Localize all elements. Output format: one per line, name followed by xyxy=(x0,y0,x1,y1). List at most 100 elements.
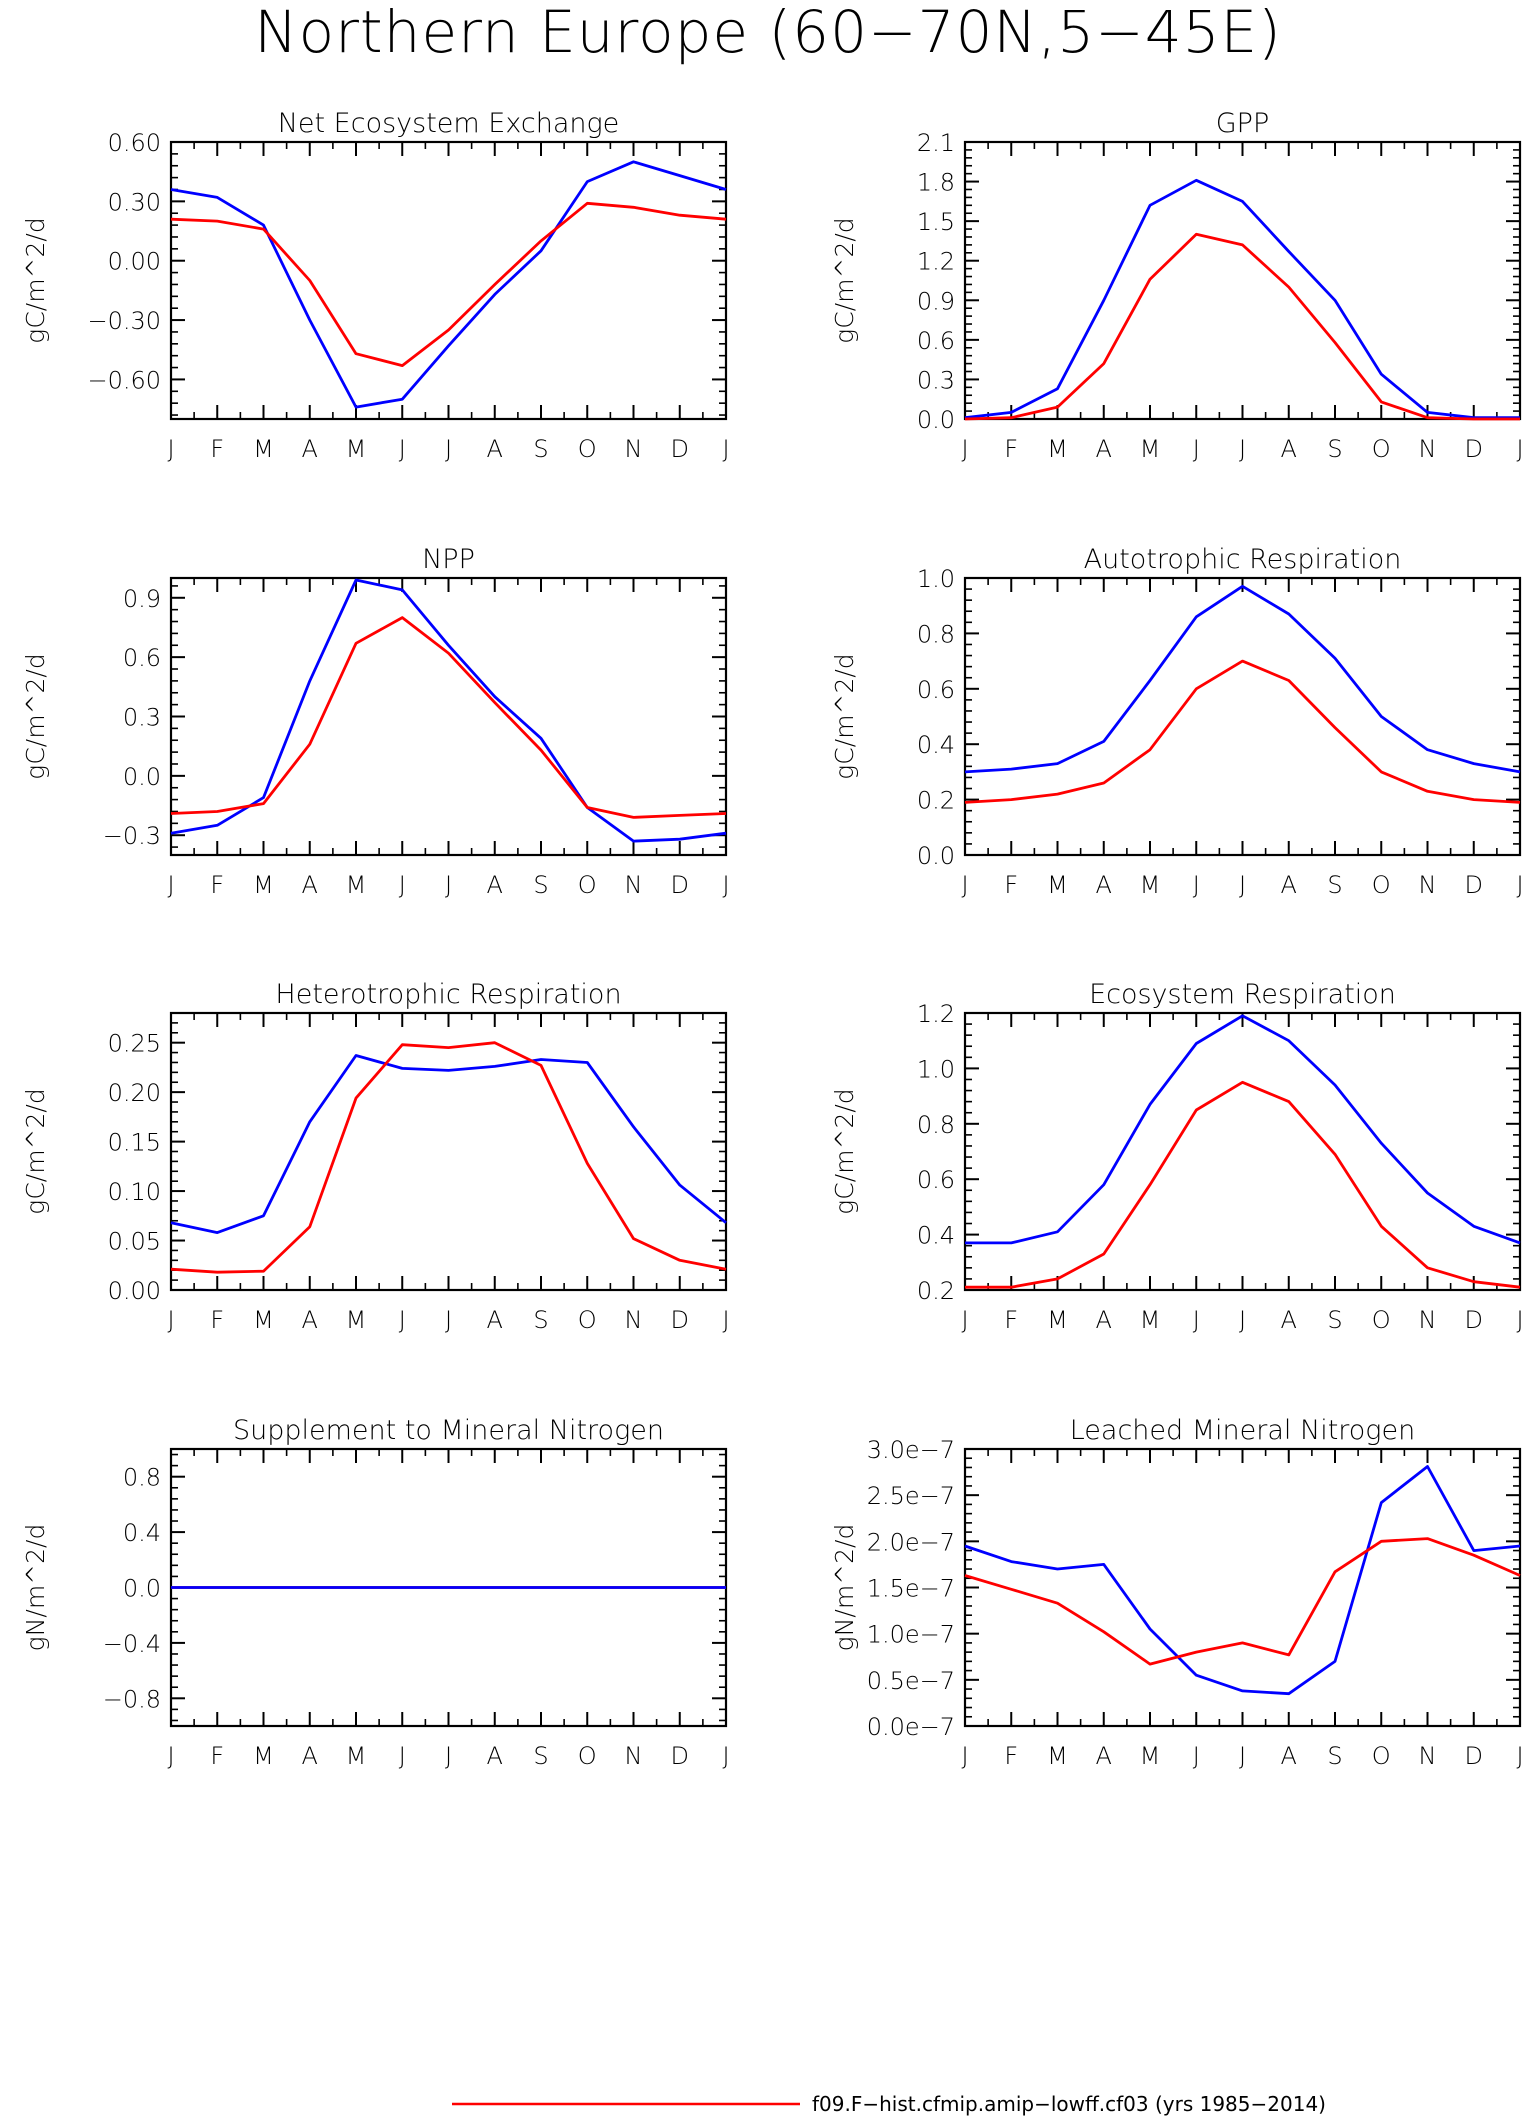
x-tick-label: M xyxy=(1047,1306,1068,1334)
x-tick-label: O xyxy=(1372,1742,1391,1770)
x-tick-label: O xyxy=(578,871,597,899)
series-line-reference xyxy=(964,178,1520,420)
legend-label-model: f09.F−hist.cfmip.amip−lowff.cf03 (yrs 19… xyxy=(812,2092,1326,2116)
plot-frame xyxy=(963,140,1522,421)
y-tick-label: 0.0e−7 xyxy=(867,1713,955,1741)
x-tick-label: A xyxy=(302,435,318,463)
x-tick-label: J xyxy=(167,1306,174,1334)
x-tick-label: N xyxy=(625,1306,643,1334)
panel-title: Autotrophic Respiration xyxy=(1084,544,1402,575)
y-tick-label: 0.30 xyxy=(108,188,161,216)
y-tick-label: 0.10 xyxy=(108,1178,161,1206)
y-axis-label: gC/m^2/d xyxy=(21,1088,50,1214)
series-line-model xyxy=(170,201,727,368)
x-tick-label: A xyxy=(1096,1306,1112,1334)
y-tick-label: 2.1 xyxy=(917,129,955,157)
x-tick-label: F xyxy=(1004,435,1018,463)
x-tick-label: J xyxy=(167,871,174,899)
y-tick-label: 1.0 xyxy=(917,565,955,593)
x-tick-label: M xyxy=(346,871,367,899)
x-tick-label: O xyxy=(578,1306,597,1334)
panel-title: NPP xyxy=(422,544,475,575)
x-tick-label: M xyxy=(1047,871,1068,899)
panel-7: Supplement to Mineral Nitrogen gN/m^2/d J F… xyxy=(21,1415,730,1770)
x-tick-label: J xyxy=(722,435,729,463)
panel-title: Net Ecosystem Exchange xyxy=(278,108,620,139)
x-tick-label: J xyxy=(1193,1742,1200,1770)
y-axis-label: gC/m^2/d xyxy=(21,653,50,779)
x-tick-label: D xyxy=(1465,435,1483,463)
y-tick-label: 0.4 xyxy=(917,1222,955,1250)
x-tick-label: J xyxy=(961,435,968,463)
x-tick-label: M xyxy=(1047,435,1068,463)
x-tick-label: N xyxy=(1419,871,1437,899)
y-tick-label: 0.3 xyxy=(123,704,161,732)
x-tick-label: F xyxy=(210,1742,224,1770)
x-tick-label: A xyxy=(1096,1742,1112,1770)
series-line-model xyxy=(170,1041,727,1274)
x-tick-label: J xyxy=(1193,435,1200,463)
x-tick-label: S xyxy=(533,871,548,899)
y-tick-label: 0.8 xyxy=(917,1111,955,1139)
x-tick-label: O xyxy=(578,435,597,463)
series-line-model xyxy=(965,1080,1521,1289)
y-axis-label: gC/m^2/d xyxy=(830,217,859,343)
x-tick-label: M xyxy=(346,435,367,463)
x-tick-label: F xyxy=(1004,1742,1018,1770)
plot-frame xyxy=(963,576,1522,857)
x-tick-label: M xyxy=(1140,1306,1161,1334)
y-axis-label: gN/m^2/d xyxy=(830,1524,859,1652)
y-tick-label: −0.60 xyxy=(87,366,161,394)
y-tick-label: 0.4 xyxy=(123,1519,161,1547)
x-tick-label: S xyxy=(533,1306,548,1334)
x-tick-label: M xyxy=(253,871,274,899)
y-tick-label: 0.0 xyxy=(917,842,955,870)
plot-frame xyxy=(169,1011,728,1292)
plot-frame xyxy=(169,576,728,857)
x-tick-label: J xyxy=(1516,871,1523,899)
main-title: Northern Europe (60−70N,5−45E) xyxy=(254,0,1282,66)
x-tick-label: J xyxy=(445,435,452,463)
y-tick-label: 0.2 xyxy=(917,1277,955,1305)
y-tick-label: 1.0 xyxy=(917,1055,955,1083)
x-tick-label: A xyxy=(487,435,503,463)
x-tick-label: D xyxy=(671,1306,689,1334)
series-line-reference xyxy=(965,1014,1521,1245)
y-tick-label: 0.8 xyxy=(123,1464,161,1492)
x-tick-label: J xyxy=(399,1306,406,1334)
series-line-reference xyxy=(170,160,727,409)
x-tick-label: N xyxy=(625,435,643,463)
y-tick-label: 0.15 xyxy=(108,1129,161,1157)
x-tick-label: J xyxy=(445,1306,452,1334)
y-tick-label: 0.8 xyxy=(917,620,955,648)
y-tick-label: 0.3 xyxy=(917,366,955,394)
x-tick-label: J xyxy=(1239,871,1246,899)
y-axis-label: gN/m^2/d xyxy=(21,1524,50,1652)
x-tick-label: J xyxy=(722,1306,729,1334)
x-tick-label: J xyxy=(445,1742,452,1770)
x-tick-label: D xyxy=(671,1742,689,1770)
x-tick-label: N xyxy=(1419,435,1437,463)
x-tick-label: J xyxy=(167,435,174,463)
x-tick-label: M xyxy=(253,435,274,463)
y-tick-label: 0.0 xyxy=(123,763,161,791)
y-tick-label: 0.20 xyxy=(108,1079,161,1107)
y-axis-label: gC/m^2/d xyxy=(21,217,50,343)
x-tick-label: J xyxy=(1193,1306,1200,1334)
y-tick-label: 1.5 xyxy=(917,208,955,236)
y-tick-label: −0.30 xyxy=(87,307,161,335)
x-tick-label: S xyxy=(533,1742,548,1770)
y-tick-label: 1.2 xyxy=(917,248,955,276)
y-tick-label: 0.2 xyxy=(917,787,955,815)
y-tick-label: 1.0e−7 xyxy=(867,1621,955,1649)
y-tick-label: −0.3 xyxy=(103,822,161,850)
y-tick-label: 0.9 xyxy=(123,585,161,613)
